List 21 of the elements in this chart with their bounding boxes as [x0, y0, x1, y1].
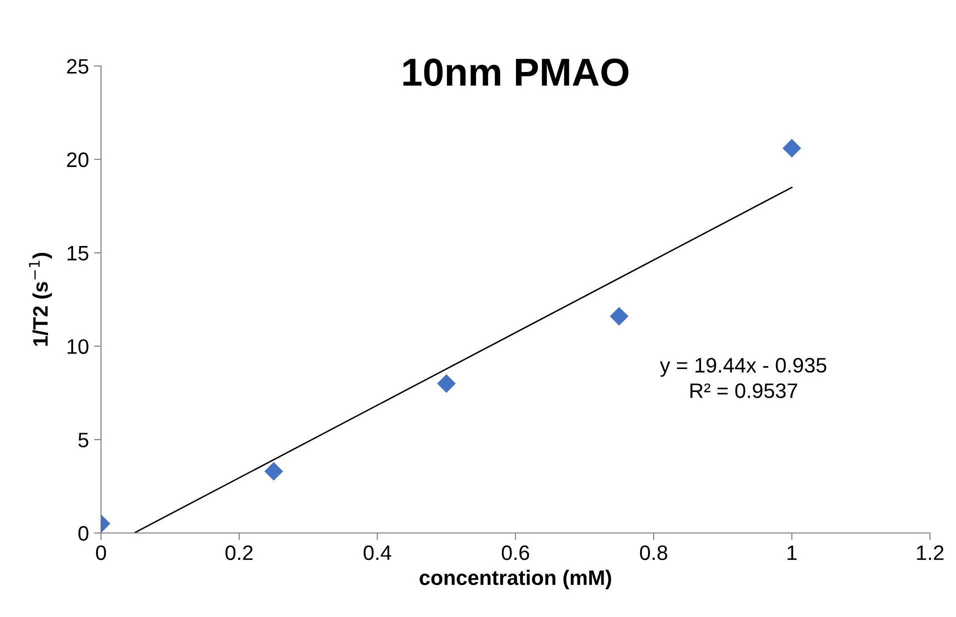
y-axis-title: 1/T2 (s$^{−1}$)	[29, 252, 52, 346]
x-tick-label: 0	[96, 545, 106, 560]
x-axis-title: concentration (mM)	[420, 570, 612, 590]
point	[264, 462, 284, 481]
point	[437, 374, 456, 393]
x-tick-label: 0.4	[364, 545, 392, 560]
y-tick-label: 25	[67, 59, 88, 74]
x-tick-label: 0.8	[640, 545, 668, 560]
x-tick-label: 0.6	[502, 545, 530, 560]
point	[782, 138, 802, 158]
y-tick-label: 20	[67, 152, 88, 168]
y-tick-label: 0	[78, 526, 88, 541]
annotation: y = 19.44x - 0.935 R² = 0.9537	[660, 358, 826, 398]
point	[610, 306, 628, 326]
y-tick-label: 5	[78, 432, 88, 448]
x-tick-label: 1.2	[917, 545, 944, 560]
x-tick-label: 0.2	[226, 545, 253, 560]
y-tick-label: 10	[68, 339, 88, 354]
y-tick-label: 15	[68, 246, 88, 261]
x-tick-label: 1	[788, 546, 797, 560]
chart-title: 10nm PMAO	[403, 58, 628, 86]
